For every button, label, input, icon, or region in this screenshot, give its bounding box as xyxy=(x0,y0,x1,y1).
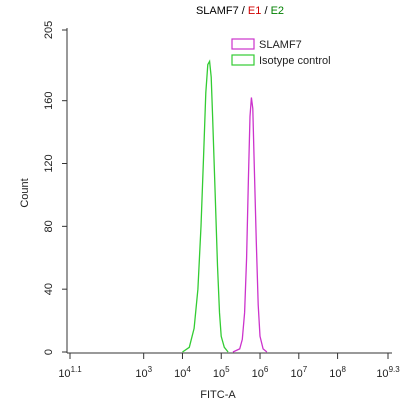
x-tick-exponent: 8 xyxy=(341,365,346,374)
x-tick-base: 10 xyxy=(376,368,388,380)
y-tick-label: 0 xyxy=(43,349,55,355)
title-part: / xyxy=(261,5,270,17)
legend-label: SLAMF7 xyxy=(259,39,302,51)
series-line xyxy=(182,59,229,353)
series-line xyxy=(232,97,268,353)
x-tick-exponent: 6 xyxy=(264,365,269,374)
title-part: / xyxy=(239,5,248,17)
x-tick-label: 101.1 xyxy=(58,365,82,380)
title-part: E2 xyxy=(271,5,284,17)
title-part: SLAMF7 xyxy=(196,5,239,17)
x-tick-label: 103 xyxy=(135,365,152,380)
x-tick-base: 10 xyxy=(58,368,70,380)
y-tick-label: 205 xyxy=(43,21,55,39)
x-axis-label: FITC-A xyxy=(200,389,236,401)
x-tick-label: 104 xyxy=(174,365,191,380)
x-tick-label: 109.3 xyxy=(376,365,400,380)
legend-swatch xyxy=(231,38,255,50)
y-axis-label: Count xyxy=(19,178,31,207)
x-tick-exponent: 1.1 xyxy=(71,365,83,374)
legend-swatch xyxy=(231,54,255,66)
x-tick-base: 10 xyxy=(174,368,186,380)
y-tick-label: 80 xyxy=(43,220,55,232)
y-tick-label: 120 xyxy=(43,154,55,172)
x-tick-base: 10 xyxy=(135,368,147,380)
y-tick-label: 160 xyxy=(43,92,55,110)
x-tick-base: 10 xyxy=(252,368,264,380)
x-tick-label: 105 xyxy=(213,365,230,380)
x-tick-exponent: 9.3 xyxy=(389,365,401,374)
x-tick-exponent: 7 xyxy=(303,365,308,374)
x-tick-label: 107 xyxy=(290,365,307,380)
x-tick-label: 108 xyxy=(329,365,346,380)
y-tick-label: 40 xyxy=(43,283,55,295)
legend-label: Isotype control xyxy=(259,55,331,67)
x-tick-base: 10 xyxy=(213,368,225,380)
x-tick-exponent: 4 xyxy=(186,365,191,374)
x-tick-base: 10 xyxy=(290,368,302,380)
x-tick-exponent: 5 xyxy=(225,365,230,374)
title-part: E1 xyxy=(248,5,261,17)
x-tick-base: 10 xyxy=(329,368,341,380)
chart-title: SLAMF7 / E1 / E2 xyxy=(196,5,284,17)
x-tick-exponent: 3 xyxy=(148,365,153,374)
x-tick-label: 106 xyxy=(252,365,269,380)
